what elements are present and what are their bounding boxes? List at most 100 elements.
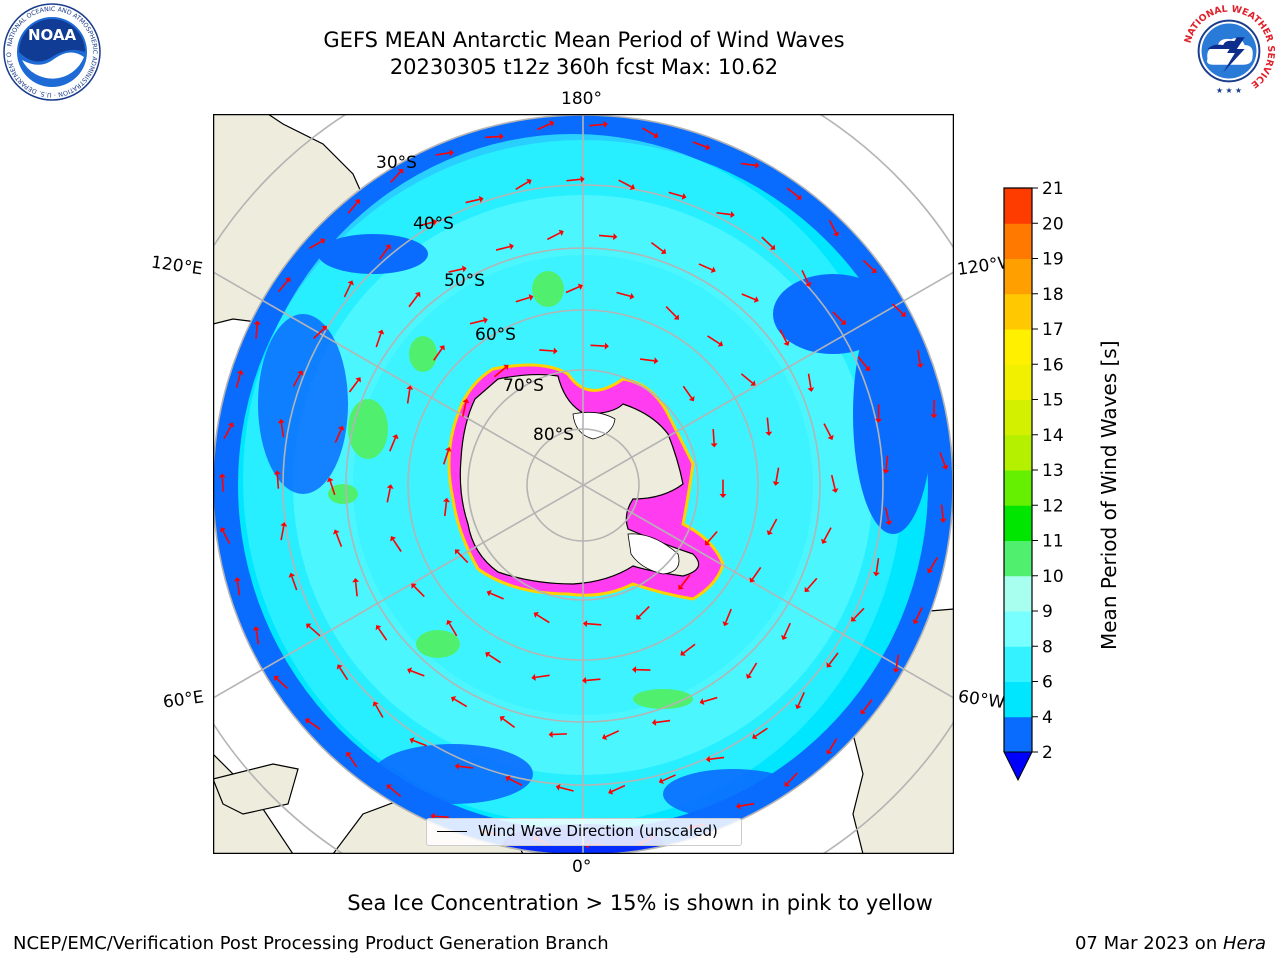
wave-arrow-head (553, 347, 558, 355)
wave-arrow-head (377, 329, 385, 335)
lat-label-30s: 30°S (376, 153, 417, 173)
colorbar-band (1004, 575, 1032, 612)
wave-arrow-head (629, 292, 635, 300)
wave-arrow-head (730, 211, 735, 219)
wave-direction-arrow (692, 141, 707, 148)
wave-direction-arrow (862, 259, 875, 271)
wave-arrow-head (533, 611, 539, 618)
wave-arrow-head (499, 133, 504, 141)
wave-direction-arrow (462, 402, 467, 417)
wave-arrow-head (580, 175, 585, 183)
wave-direction-arrow (448, 268, 463, 273)
lon-label-180: 180° (561, 89, 602, 109)
colorbar-tick-label: 19 (1042, 250, 1064, 270)
wave-direction-arrow (650, 241, 664, 252)
wave-arrow-head (462, 398, 470, 404)
wave-arrow-head (320, 238, 326, 245)
wave-direction-arrow (801, 269, 809, 284)
footer-date-text: 07 Mar 2023 on (1074, 933, 1223, 954)
colorbar-tick-label: 14 (1042, 426, 1064, 446)
wave-arrow-head (354, 199, 361, 205)
wave-arrow-head (407, 667, 413, 674)
wave-direction-arrow (389, 437, 397, 452)
wave-direction-arrow (488, 653, 502, 664)
wave-direction-arrow (755, 727, 768, 737)
wave-direction-arrow (308, 240, 323, 250)
wave-arrow-head (285, 277, 291, 283)
wave-arrow-head (372, 701, 379, 707)
lat-label-40s: 40°S (413, 214, 454, 234)
wave-arrow-head (912, 618, 919, 625)
wave-arrow-head (608, 788, 614, 795)
wave-direction-arrow (683, 643, 696, 654)
wave-arrow-head (336, 664, 343, 670)
footer-credit: NCEP/EMC/Verification Post Processing Pr… (13, 933, 609, 954)
wave-arrow-head (499, 716, 506, 722)
wave-direction-arrow (221, 477, 225, 492)
wave-direction-arrow (235, 373, 242, 388)
wave-direction-arrow (586, 678, 601, 682)
wave-direction-arrow (485, 135, 500, 139)
wave-direction-arrow (412, 739, 427, 747)
wave-arrow-head (461, 265, 467, 273)
wave-direction-arrow (442, 450, 450, 465)
wave-arrow-head (531, 673, 536, 681)
wave-direction-arrow (339, 667, 349, 681)
wave-arrow-head (941, 464, 949, 470)
wave-direction-arrow (375, 704, 384, 718)
colorbar-band (1004, 258, 1032, 295)
wave-arrow-head (629, 183, 635, 190)
wave-arrow-head (916, 363, 924, 369)
sea-ice-caption: Sea Ice Concentration > 15% is shown in … (347, 891, 933, 915)
colorbar-band (1004, 364, 1032, 400)
wave-arrow-head (927, 567, 934, 574)
wave-arrow-head (352, 578, 360, 583)
wave-direction-arrow (448, 622, 458, 637)
wave-direction-arrow (255, 629, 260, 645)
wave-arrow-head (826, 749, 833, 755)
wave-arrow-head (227, 422, 234, 428)
wave-arrow-head (273, 470, 281, 475)
wave-arrow-head (735, 802, 741, 810)
wave-direction-arrow (590, 344, 605, 347)
wave-direction-arrow (786, 187, 799, 198)
wave-arrow-head (636, 614, 642, 620)
lat-label-70s: 70°S (503, 376, 544, 396)
wave-arrow-head (653, 357, 659, 365)
wave-direction-arrow (680, 574, 691, 587)
wave-direction-arrow (618, 179, 632, 188)
svg-text:★ ★ ★: ★ ★ ★ (1216, 86, 1242, 95)
wave-direction-arrow (465, 198, 480, 204)
wave-direction-arrow (707, 530, 718, 543)
wave-arrow-head (397, 168, 404, 175)
wave-arrow-head (900, 311, 906, 317)
colorbar-tick-label: 10 (1042, 567, 1064, 587)
wave-arrow-head (827, 434, 834, 440)
wave-direction-arrow (410, 669, 425, 677)
wave-arrow-head (872, 571, 880, 577)
wave-arrow-head (699, 698, 705, 706)
wave-direction-arrow (433, 348, 443, 361)
wave-arrow-head (252, 626, 260, 631)
wave-arrow-head (651, 718, 657, 726)
wave-direction-arrow (885, 455, 889, 470)
wave-arrow-head (766, 530, 773, 536)
wave-direction-arrow (348, 754, 358, 768)
wave-direction-arrow (536, 614, 550, 624)
wave-arrow-head (390, 536, 397, 542)
colorbar-tick-label: 9 (1042, 602, 1053, 622)
wave-arrow-head (444, 446, 452, 452)
wave-arrow-head (406, 385, 414, 390)
wave-arrow-head (719, 494, 727, 498)
wave-direction-arrow (413, 585, 425, 598)
wave-arrow-head (750, 380, 756, 386)
wave-direction-arrow (565, 286, 580, 294)
lon-label-120e: 120°E (149, 252, 204, 280)
wave-direction-arrow (493, 366, 507, 378)
wave-direction-arrow (291, 576, 298, 591)
wave-direction-arrow (703, 696, 718, 703)
wave-arrow-head (478, 195, 484, 203)
colorbar: 2 4 6 8 9 10 11 12 13 14 15 16 17 18 19 20 21 (1003, 180, 1064, 782)
wave-arrow-head (892, 668, 900, 673)
wave-arrow-head (450, 696, 457, 703)
